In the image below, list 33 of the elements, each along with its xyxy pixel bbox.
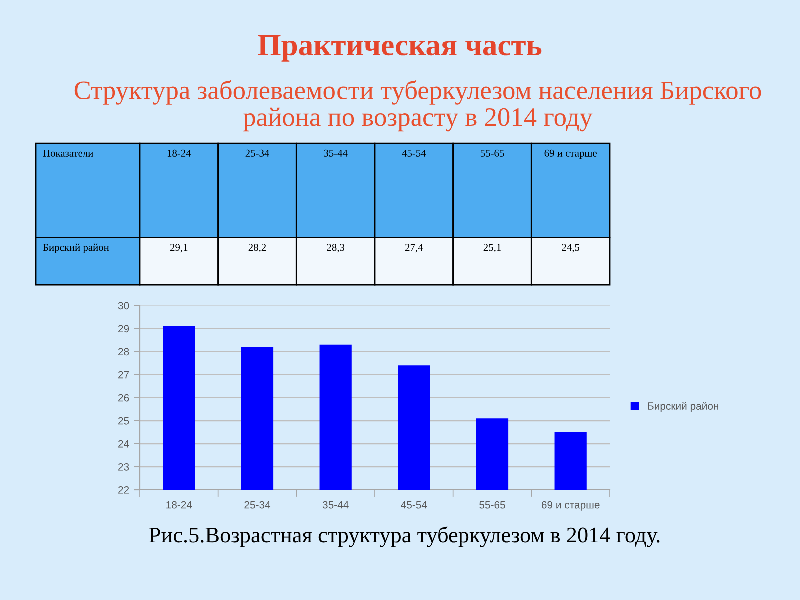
text: Рис.5.Возрастная структура туберкулезом в 2014 году. xyxy=(150,526,660,548)
x-tick-label: 69 и старше xyxy=(542,501,600,511)
y-tick-label: 24 xyxy=(118,440,130,448)
y-tick-label: 28 xyxy=(118,348,130,356)
y-tick-label: 30 xyxy=(118,302,130,310)
y-tick-label: 25 xyxy=(118,417,130,425)
data-label: 25,1 xyxy=(484,244,501,253)
x-tick-label: 45-54 xyxy=(401,501,428,509)
data-label: 24,5 xyxy=(562,244,580,253)
chart-subtitle: Структура заболеваемости туберкулезом населения Бирского района по возрасту в 2014 году xyxy=(74,80,762,132)
data-label: 29,1 xyxy=(170,244,188,253)
category-label: 25-34 xyxy=(246,150,270,157)
chart-title: Практическая часть xyxy=(258,35,542,62)
y-tick-label: 27 xyxy=(118,371,130,379)
x-tick-label: 18-24 xyxy=(166,501,192,509)
legend-label: Бирский район xyxy=(648,402,718,412)
y-tick-label: 29 xyxy=(118,325,130,333)
category-label: 18-24 xyxy=(168,150,192,157)
text: Показатели xyxy=(43,150,94,157)
x-tick-label: 25-34 xyxy=(244,501,271,509)
category-label: 69 и старше xyxy=(544,150,597,160)
category-label: 55-65 xyxy=(480,150,504,157)
data-label: 28,2 xyxy=(248,244,266,253)
category-label: 35-44 xyxy=(324,150,348,157)
y-tick-label: 23 xyxy=(118,463,130,471)
x-tick-label: 35-44 xyxy=(322,501,349,509)
y-tick-label: 26 xyxy=(118,394,130,402)
text: Бирский район xyxy=(43,244,110,254)
y-tick-label: 22 xyxy=(118,486,130,494)
category-label: 45-54 xyxy=(402,150,426,157)
data-label: 27,4 xyxy=(406,244,424,253)
x-tick-label: 55-65 xyxy=(480,501,506,509)
data-label: 28,3 xyxy=(327,244,345,253)
